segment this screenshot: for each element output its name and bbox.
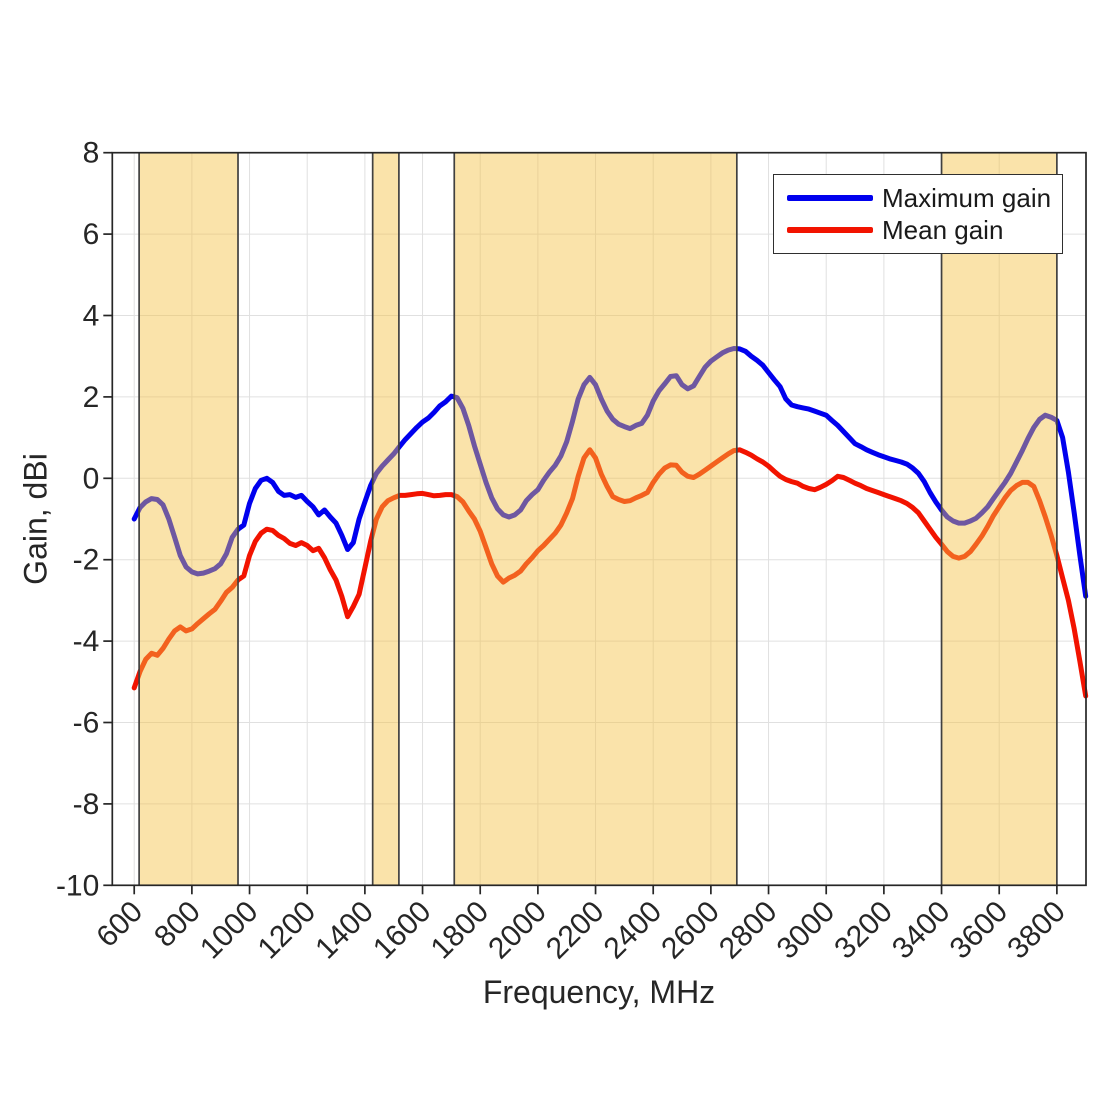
- frequency-band: [372, 152, 399, 886]
- x-tick-label: 1400: [309, 895, 380, 966]
- x-tick-label: 2400: [598, 895, 669, 966]
- y-tick-label: -4: [73, 625, 100, 658]
- legend-item-maximum-gain: Maximum gain: [787, 185, 1052, 211]
- y-tick-label: 0: [83, 462, 100, 495]
- x-tick-label: 3400: [886, 895, 957, 966]
- x-tick-label: 1800: [425, 895, 496, 966]
- y-tick-label: -8: [73, 788, 100, 821]
- maximum-gain-line-swatch: [787, 195, 873, 201]
- x-tick-label: 1600: [367, 895, 438, 966]
- y-tick-label: 2: [83, 381, 100, 414]
- y-axis-title: Gain, dBi: [17, 453, 54, 585]
- y-tick-label: 6: [83, 218, 100, 251]
- legend-label-maximum-gain: Maximum gain: [882, 183, 1052, 213]
- y-tick-label: 4: [83, 300, 100, 333]
- x-tick-label: 600: [90, 895, 149, 954]
- frequency-band: [941, 152, 1057, 886]
- frequency-band: [454, 152, 737, 886]
- axes-box: [111, 151, 1087, 887]
- x-tick-label: 3800: [1001, 895, 1072, 966]
- y-tick-label: -10: [56, 869, 99, 902]
- mean-gain-line-swatch: [787, 227, 873, 233]
- x-tick-label: 2600: [655, 895, 726, 966]
- x-tick-label: 2200: [540, 895, 611, 966]
- x-tick-label: 3000: [771, 895, 842, 966]
- x-tick-label: 2000: [482, 895, 553, 966]
- curve-mean-gain: [131, 447, 1089, 699]
- legend: Maximum gain Mean gain: [773, 174, 1063, 254]
- x-tick-label: 1200: [252, 895, 323, 966]
- x-tick-label: 3200: [828, 895, 899, 966]
- x-axis-title: Frequency, MHz: [482, 974, 716, 1010]
- legend-label-mean-gain: Mean gain: [882, 215, 1004, 245]
- y-tick-label: 8: [83, 137, 100, 170]
- x-tick-label: 3600: [944, 895, 1015, 966]
- x-tick-label: 1000: [194, 895, 265, 966]
- y-tick-label: -6: [73, 707, 100, 740]
- legend-item-mean-gain: Mean gain: [787, 217, 1052, 243]
- y-tick-label: -2: [73, 544, 100, 577]
- frequency-band: [139, 152, 239, 886]
- x-tick-label: 2800: [713, 895, 784, 966]
- curve-maximum-gain: [131, 346, 1089, 599]
